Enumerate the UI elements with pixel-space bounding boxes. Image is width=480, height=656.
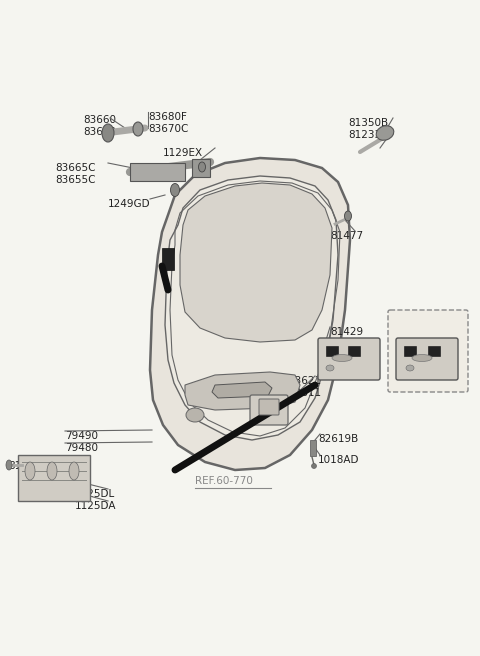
Ellipse shape bbox=[6, 460, 12, 470]
Polygon shape bbox=[212, 382, 272, 398]
Ellipse shape bbox=[312, 464, 316, 468]
Text: 83655C: 83655C bbox=[55, 175, 96, 185]
Ellipse shape bbox=[376, 126, 394, 140]
Text: (LH): (LH) bbox=[398, 318, 420, 328]
Bar bbox=[404, 346, 416, 356]
Ellipse shape bbox=[47, 462, 57, 480]
Text: 83611: 83611 bbox=[288, 388, 321, 398]
Bar bbox=[18, 455, 90, 501]
Text: 81419B: 81419B bbox=[395, 330, 435, 340]
Ellipse shape bbox=[199, 162, 205, 172]
FancyBboxPatch shape bbox=[388, 310, 468, 392]
FancyBboxPatch shape bbox=[259, 399, 279, 415]
Text: 83680F: 83680F bbox=[148, 112, 187, 122]
Bar bbox=[162, 248, 174, 270]
Ellipse shape bbox=[412, 354, 432, 361]
Ellipse shape bbox=[406, 365, 414, 371]
Bar bbox=[130, 163, 185, 181]
Bar bbox=[326, 346, 338, 356]
Text: 83660: 83660 bbox=[83, 115, 116, 125]
Text: REF.60-770: REF.60-770 bbox=[195, 476, 253, 486]
Ellipse shape bbox=[170, 184, 180, 197]
Text: 1125DA: 1125DA bbox=[75, 501, 117, 511]
Bar bbox=[348, 346, 360, 356]
Ellipse shape bbox=[186, 408, 204, 422]
Polygon shape bbox=[185, 372, 300, 410]
Ellipse shape bbox=[69, 462, 79, 480]
Polygon shape bbox=[180, 183, 332, 342]
FancyBboxPatch shape bbox=[396, 338, 458, 380]
Ellipse shape bbox=[102, 124, 114, 142]
Text: 1249GD: 1249GD bbox=[108, 199, 151, 209]
Ellipse shape bbox=[345, 211, 351, 221]
Text: 83670C: 83670C bbox=[148, 124, 188, 134]
Text: 81429: 81429 bbox=[330, 327, 363, 337]
Bar bbox=[192, 159, 210, 177]
Text: 81477: 81477 bbox=[330, 231, 363, 241]
Text: 83665C: 83665C bbox=[55, 163, 96, 173]
Text: 83650: 83650 bbox=[83, 127, 116, 137]
Text: 81350B: 81350B bbox=[348, 118, 388, 128]
Text: 83621: 83621 bbox=[288, 376, 321, 386]
Ellipse shape bbox=[326, 365, 334, 371]
Polygon shape bbox=[165, 176, 338, 440]
Ellipse shape bbox=[332, 354, 352, 361]
Text: 1018AD: 1018AD bbox=[318, 455, 360, 465]
Ellipse shape bbox=[133, 122, 143, 136]
Text: 82619B: 82619B bbox=[318, 434, 358, 444]
Text: 81389A: 81389A bbox=[8, 461, 48, 471]
Bar bbox=[428, 346, 440, 356]
Text: 81233B: 81233B bbox=[348, 130, 388, 140]
Ellipse shape bbox=[25, 462, 35, 480]
Bar bbox=[310, 440, 316, 456]
Text: 79480: 79480 bbox=[65, 443, 98, 453]
Text: 1125DL: 1125DL bbox=[75, 489, 115, 499]
Polygon shape bbox=[150, 158, 350, 470]
FancyBboxPatch shape bbox=[250, 395, 288, 425]
Text: 1129EX: 1129EX bbox=[163, 148, 203, 158]
Text: 79490: 79490 bbox=[65, 431, 98, 441]
FancyBboxPatch shape bbox=[318, 338, 380, 380]
